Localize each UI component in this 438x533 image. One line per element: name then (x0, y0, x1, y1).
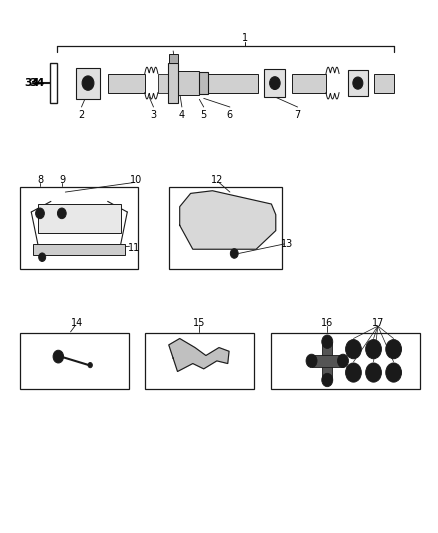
Text: 12: 12 (211, 175, 223, 185)
Bar (169, 187, 283, 269)
Bar (265, 69, 286, 97)
Text: 3: 3 (150, 110, 156, 120)
Circle shape (386, 363, 402, 382)
Bar (374, 74, 394, 93)
Circle shape (391, 346, 396, 352)
Text: 17: 17 (372, 318, 384, 328)
Circle shape (53, 350, 64, 363)
Circle shape (346, 363, 361, 382)
Circle shape (366, 340, 381, 359)
Circle shape (86, 80, 90, 86)
Text: 5: 5 (201, 110, 207, 120)
Bar (20, 333, 130, 389)
Bar (50, 63, 57, 103)
Bar (108, 74, 145, 93)
Circle shape (39, 253, 46, 262)
Bar (168, 63, 178, 103)
Circle shape (35, 208, 44, 219)
Circle shape (366, 363, 381, 382)
Text: 8: 8 (38, 175, 44, 185)
Text: 2: 2 (78, 110, 85, 120)
Text: 34: 34 (25, 78, 40, 88)
Circle shape (371, 346, 376, 352)
Circle shape (391, 369, 396, 376)
Text: 15: 15 (193, 318, 205, 328)
Bar (158, 74, 168, 93)
Text: 34: 34 (29, 78, 45, 88)
Circle shape (371, 369, 376, 376)
Bar (33, 244, 125, 255)
Bar (311, 355, 343, 367)
Circle shape (337, 354, 349, 368)
Circle shape (233, 252, 236, 255)
Bar (178, 71, 199, 95)
Circle shape (82, 76, 94, 90)
Circle shape (270, 77, 280, 90)
Circle shape (386, 340, 402, 359)
Bar (199, 72, 208, 94)
Text: 9: 9 (60, 175, 66, 185)
Circle shape (306, 354, 317, 368)
Text: 14: 14 (71, 318, 83, 328)
Circle shape (322, 373, 333, 387)
Bar (38, 204, 121, 233)
Bar (322, 342, 332, 380)
Circle shape (351, 369, 356, 376)
Circle shape (351, 346, 356, 352)
Bar (76, 68, 100, 99)
Bar (292, 74, 326, 93)
Polygon shape (180, 191, 276, 249)
Circle shape (60, 212, 63, 215)
Bar (169, 54, 177, 63)
Circle shape (88, 362, 92, 368)
Circle shape (230, 249, 238, 259)
Polygon shape (169, 338, 229, 372)
Circle shape (356, 80, 360, 85)
Circle shape (353, 77, 363, 89)
Text: 1: 1 (242, 33, 248, 43)
Circle shape (39, 212, 41, 215)
Text: 13: 13 (281, 239, 293, 249)
Circle shape (41, 256, 43, 259)
Bar (271, 333, 420, 389)
Bar (145, 333, 254, 389)
Text: 7: 7 (294, 110, 301, 120)
Bar (208, 74, 258, 93)
Circle shape (346, 340, 361, 359)
Circle shape (57, 208, 66, 219)
Bar (20, 187, 138, 269)
Text: 16: 16 (321, 318, 333, 328)
Circle shape (273, 80, 277, 86)
Circle shape (322, 335, 333, 349)
Text: 4: 4 (179, 110, 185, 120)
Text: 6: 6 (227, 110, 233, 120)
Text: 11: 11 (128, 243, 140, 253)
Text: 10: 10 (130, 175, 142, 185)
Bar (348, 70, 368, 96)
